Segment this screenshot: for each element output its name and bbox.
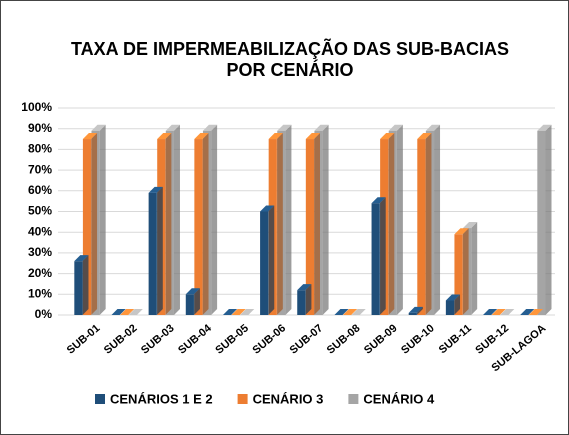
bar-top (380, 133, 395, 140)
bar-top (240, 309, 255, 315)
legend-swatch (237, 394, 248, 404)
bar-side (99, 124, 106, 316)
bar (371, 203, 380, 315)
bar-side (454, 294, 461, 315)
bar-top (157, 133, 172, 140)
bar-side (545, 124, 552, 316)
bar-top (120, 309, 135, 315)
y-tick-label: 90% (28, 121, 52, 135)
y-tick-label: 40% (28, 224, 52, 238)
y-tick-label: 0% (35, 307, 53, 321)
y-tick-label: 30% (28, 245, 52, 259)
bar (305, 139, 314, 315)
bar (148, 192, 157, 315)
bar-side (268, 205, 275, 315)
bar-top (537, 124, 552, 131)
bar-top (483, 309, 498, 315)
bar-side (425, 133, 432, 315)
bar-side (276, 133, 283, 315)
bar-side (388, 133, 395, 315)
bar-side (462, 228, 469, 315)
bar-top (371, 197, 386, 204)
bar-top (445, 294, 461, 301)
bar-top (111, 309, 126, 315)
bar-side (193, 288, 200, 315)
bar-top (425, 124, 441, 131)
bar-top (222, 309, 238, 315)
y-tick-label: 20% (28, 266, 52, 280)
y-tick-label: 60% (28, 183, 52, 197)
bar (297, 290, 306, 315)
chart-title: POR CENÁRIO (226, 59, 353, 80)
bar (74, 261, 83, 315)
legend-label: CENÁRIOS 1 E 2 (110, 391, 213, 406)
bar-top (148, 186, 163, 193)
bar-top (297, 284, 312, 291)
bar-side (305, 284, 312, 315)
bar-top (185, 288, 200, 295)
legend-swatch (348, 394, 359, 404)
bar-side (165, 133, 172, 315)
bar-top (128, 309, 143, 315)
bar-side (434, 124, 441, 316)
bar-top (277, 124, 292, 131)
bar-top (268, 133, 283, 140)
bar-top (165, 124, 180, 131)
bar-side (313, 133, 320, 315)
bar-top (82, 133, 98, 140)
bar-top (528, 309, 543, 315)
bar-top (463, 222, 478, 229)
bar (260, 211, 269, 315)
bar-side (379, 197, 386, 315)
y-tick-label: 70% (28, 162, 52, 176)
bar-top (314, 124, 329, 131)
bar (408, 312, 417, 315)
y-tick-label: 10% (28, 286, 52, 300)
bar-side (82, 255, 89, 315)
legend-swatch (95, 394, 105, 404)
bar-top (194, 133, 209, 140)
bar-top (202, 124, 218, 131)
bar-top (260, 205, 275, 212)
bar-top (408, 306, 423, 313)
bar-top (417, 133, 432, 140)
bar-side (156, 186, 163, 315)
bar-top (305, 133, 320, 140)
y-tick-label: 80% (28, 142, 52, 156)
bar-top (334, 309, 349, 315)
bar-top (454, 228, 469, 235)
bar-side (471, 222, 478, 315)
bar-top (231, 309, 246, 315)
bar (417, 139, 426, 315)
bar-top (491, 309, 506, 315)
bar (82, 139, 92, 315)
bar-side (91, 133, 98, 315)
chart-title: TAXA DE IMPERMEABILIZAÇÃO DAS SUB-BACIAS (71, 38, 509, 59)
bar (454, 234, 463, 315)
bar-side (173, 124, 180, 316)
bar-side (285, 124, 292, 316)
bar-side (396, 124, 403, 316)
y-tick-label: 50% (28, 204, 52, 218)
bar-side (416, 306, 423, 315)
legend-label: CENÁRIO 4 (363, 391, 435, 406)
bar-top (74, 255, 89, 262)
bar-top (520, 309, 535, 315)
y-tick-label: 100% (21, 100, 52, 114)
bar-side (322, 124, 329, 316)
bar-side (211, 124, 218, 316)
legend-label: CENÁRIO 3 (253, 391, 324, 406)
bar-top (500, 309, 515, 315)
bar (194, 139, 203, 315)
bar-top (342, 309, 358, 315)
bar-top (388, 124, 403, 131)
bar (445, 300, 455, 315)
bar (537, 130, 546, 315)
bar-top (91, 124, 106, 131)
bar-top (351, 309, 366, 315)
bar-side (202, 133, 209, 315)
bar (185, 294, 194, 315)
